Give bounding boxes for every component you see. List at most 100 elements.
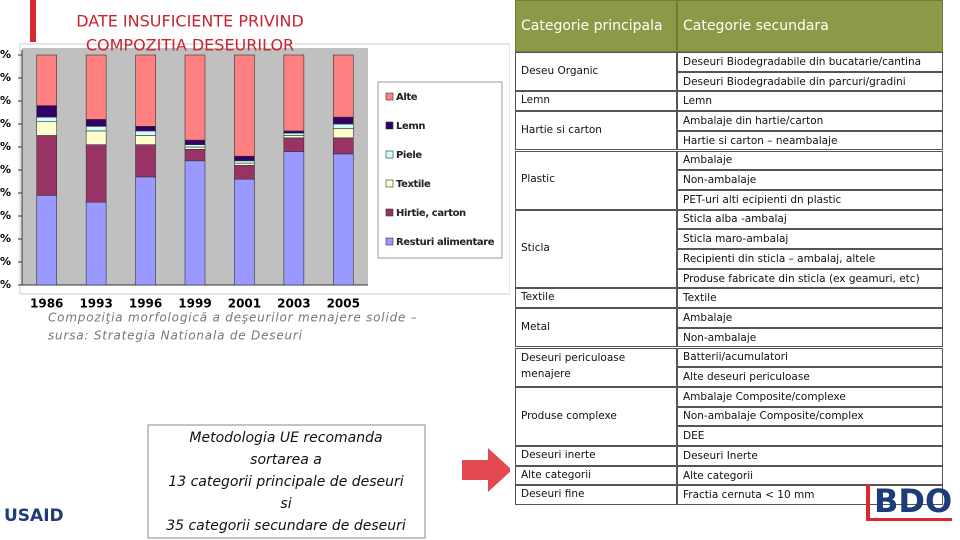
y-tick-label: % — [0, 186, 11, 199]
sub-category: Non-ambalaje Composite/complex — [677, 406, 943, 427]
bar-segment — [234, 178, 255, 286]
sub-category: Sticla maro-ambalaj — [677, 229, 943, 249]
sub-category: Textile — [677, 288, 943, 309]
bar-segment — [283, 151, 305, 286]
bar-segment — [85, 144, 107, 203]
sub-category: Deseuri Inerte — [677, 446, 943, 466]
legend-label: Lemn — [396, 121, 425, 132]
legend-box — [377, 81, 503, 259]
caption: Compoziţia morfologică a deşeurilor mena… — [48, 311, 418, 325]
legend-label: Hirtie, carton — [396, 208, 466, 219]
sub-category: Recipienti din sticla – ambalaj, altele — [677, 249, 943, 269]
bar-segment — [184, 144, 206, 148]
title: COMPOZITIA DESEURILOR — [86, 36, 294, 55]
arrow — [462, 448, 510, 492]
legend-swatch — [385, 179, 394, 188]
bar-segment — [283, 137, 305, 152]
sub-category: Deseuri Biodegradabile din parcuri/gradi… — [677, 71, 943, 92]
x-tick-label: 1986 — [30, 297, 63, 311]
bar-segment — [234, 162, 255, 166]
bar-segment — [234, 160, 255, 164]
sub-category: Non-ambalaje — [677, 170, 943, 190]
y-tick-label: % — [0, 163, 11, 176]
title: DATE INSUFICIENTE PRIVIND — [76, 12, 304, 31]
bar-segment — [135, 130, 156, 136]
y-tick-label: % — [0, 255, 11, 268]
legend-swatch — [385, 121, 394, 130]
y-tick-label: % — [0, 94, 11, 107]
bar-segment — [135, 54, 156, 127]
main-category: Lemn — [515, 91, 677, 112]
main-category: Metal — [515, 308, 677, 348]
y-tick-label: % — [0, 140, 11, 153]
bar-segment — [85, 130, 107, 145]
sub-category: Ambalaje — [677, 150, 943, 171]
bar-segment — [184, 149, 206, 162]
bar-segment — [36, 195, 58, 286]
legend-label: Textile — [396, 179, 431, 190]
bar-segment — [184, 139, 206, 146]
bar-segment — [184, 160, 206, 286]
bar-segment — [85, 119, 107, 127]
x-tick-label: 1999 — [178, 297, 211, 311]
sub-category: Sticla alba -ambalaj — [677, 209, 943, 230]
recommendation-box — [147, 424, 426, 539]
recommendation-line: Metodologia UE recomanda — [189, 430, 382, 446]
y-tick-label: % — [0, 71, 11, 84]
bar-segment — [283, 135, 305, 139]
recommendation-line: 13 categorii principale de deseuri — [168, 474, 403, 490]
bar-segment — [36, 54, 58, 106]
bar-segment — [332, 153, 354, 286]
bar-segment — [332, 116, 354, 125]
bar-segment — [36, 116, 58, 122]
sub-category: DEE — [677, 426, 943, 446]
bar-segment — [234, 155, 255, 162]
sub-category: Hartie si carton – neambalaje — [677, 130, 943, 151]
sub-category: Non-ambalaje — [677, 327, 943, 348]
caption: sursa: Strategia Nationala de Deseuri — [48, 329, 303, 343]
left-panel: DATE INSUFICIENTE PRIVIND COMPOZITIA DESE… — [0, 0, 510, 539]
main-category: Deseuri fine — [515, 485, 677, 506]
main-category: Plastic — [515, 150, 677, 210]
sub-category: Produse fabricate din sticla (ex geamuri… — [677, 268, 943, 289]
recommendation-line: sortarea a — [250, 452, 322, 468]
bar-segment — [283, 54, 305, 132]
bar-segment — [135, 176, 156, 286]
bar-segment — [283, 130, 305, 134]
bdo-logo: BDO — [866, 484, 953, 521]
bar-segment — [283, 132, 305, 136]
y-tick-label: % — [0, 278, 11, 291]
bar-segment — [36, 135, 58, 196]
bar-segment — [135, 144, 156, 178]
legend-label: Alte — [396, 92, 418, 103]
sub-category: Alte deseuri periculoase — [677, 367, 943, 387]
sub-category: Ambalaje — [677, 308, 943, 328]
recommendation-line: 35 categorii secundare de deseuri — [166, 518, 406, 534]
bar-segment — [85, 126, 107, 132]
x-tick-label: 2003 — [277, 297, 310, 311]
main-category: Alte categorii — [515, 465, 677, 486]
y-tick-label: % — [0, 209, 11, 222]
main-category: Deseuri inerte — [515, 446, 677, 466]
accent-bar — [30, 0, 36, 42]
legend-swatch — [385, 208, 394, 217]
main-category: Deseuri periculoase menajere — [515, 347, 677, 387]
bar-segment — [332, 123, 354, 129]
y-tick-label: % — [0, 48, 11, 61]
usaid-logo: USAID — [4, 506, 64, 526]
recommendation-line: si — [280, 496, 291, 512]
x-tick-label: 1993 — [79, 297, 112, 311]
sub-category: Ambalaje Composite/complexe — [677, 386, 943, 407]
bar-segment — [36, 121, 58, 136]
legend-swatch — [385, 150, 394, 159]
main-category: Sticla — [515, 209, 677, 289]
bar-segment — [184, 54, 206, 141]
bar-segment — [85, 54, 107, 120]
y-tick-label: % — [0, 232, 11, 245]
bar-segment — [332, 128, 354, 139]
header-cell: Categorie principala — [515, 0, 677, 52]
bar-segment — [332, 54, 354, 118]
bar-segment — [135, 135, 156, 145]
main-category: Hartie si carton — [515, 111, 677, 151]
